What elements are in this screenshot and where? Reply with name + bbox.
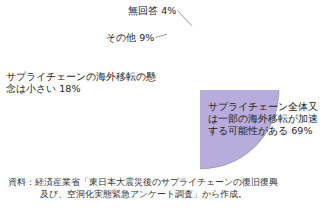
background: [0, 0, 332, 215]
chart-root: サプライチェーン全体又は一部の海外移転が加速する可能性がある69%サプライチェー…: [0, 0, 332, 215]
category-label: サプライチェーン全体又: [208, 101, 318, 112]
slice-label: サプライチェーン全体又は一部の海外移転が加速する可能性がある69%: [208, 101, 318, 136]
slice-label: サプライチェーンの海外移転の懸念は小さい18%: [6, 71, 156, 94]
value-label: 69%: [291, 125, 312, 136]
leader-line: [155, 34, 167, 37]
category-label: 念は小さい: [6, 83, 56, 94]
source-note: 資料：経済産業省「東日本大震災後のサプライチェーンの復旧復興及び、空洞化実態緊急…: [8, 177, 278, 199]
source-line: 資料：経済産業省「東日本大震災後のサプライチェーンの復旧復興: [8, 177, 278, 187]
category-label: サプライチェーンの海外移転の懸: [6, 71, 156, 82]
labels: サプライチェーン全体又は一部の海外移転が加速する可能性がある69%サプライチェー…: [6, 5, 318, 136]
category-label: その他: [106, 32, 136, 43]
category-label: する可能性がある: [208, 125, 288, 136]
value-label: 18%: [59, 83, 80, 94]
slice-label: その他9%: [106, 32, 154, 43]
leader-line: [177, 11, 191, 26]
source-line: 及び、空洞化実態緊急アンケート調査」から作成。: [40, 189, 247, 199]
value-label: 9%: [139, 32, 154, 43]
category-label: は一部の海外移転が加速: [208, 113, 318, 124]
category-label: 無回答: [128, 5, 158, 16]
value-label: 4%: [161, 5, 176, 16]
slice-label: 無回答4%: [128, 5, 176, 16]
